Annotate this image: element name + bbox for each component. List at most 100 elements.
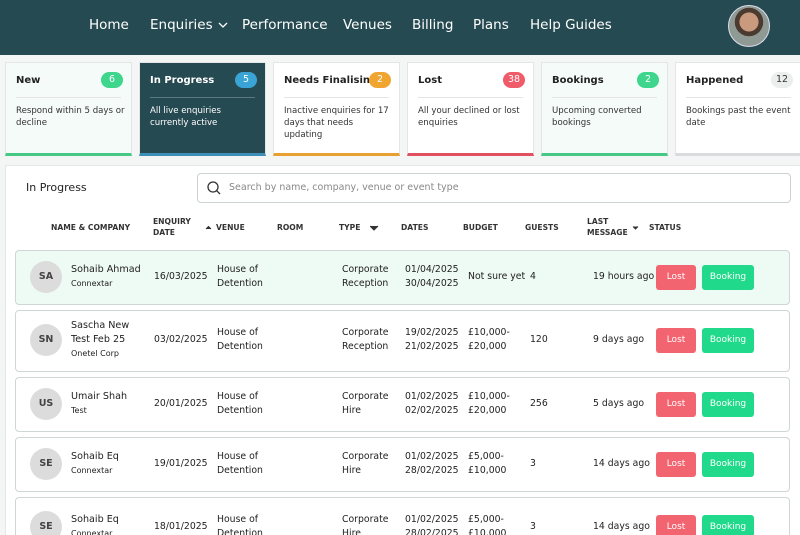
guests: 256 xyxy=(530,397,548,409)
tab-separator xyxy=(284,97,389,98)
venue: House of Detention xyxy=(217,514,263,535)
nav-item[interactable]: Plans xyxy=(473,17,509,33)
search-placeholder: Search by name, company, venue or event … xyxy=(229,182,459,193)
lost-button[interactable]: Lost xyxy=(656,391,696,417)
enquiry-date: 03/02/2025 xyxy=(154,334,208,345)
budget: £5,000- xyxy=(468,514,504,525)
tab-description: All live enquiries currently active xyxy=(150,106,221,128)
sort-icon[interactable] xyxy=(632,225,641,231)
tab-count: 38 xyxy=(503,72,525,88)
event-date: 28/02/2025 xyxy=(405,464,459,476)
booking-button[interactable]: Booking xyxy=(702,264,754,290)
venue: House of Detention xyxy=(217,450,263,476)
event-date: 21/02/2025 xyxy=(405,341,459,352)
tab-description: Upcoming converted bookings xyxy=(552,106,642,128)
tab-separator xyxy=(552,97,657,98)
tab-count: 6 xyxy=(101,72,123,88)
nav-item[interactable]: Venues xyxy=(343,17,392,33)
event-date: 19/02/2025 xyxy=(405,327,459,338)
column-header: TYPE xyxy=(339,223,361,232)
venue: House of Detention xyxy=(217,390,263,416)
lost-button[interactable]: Lost xyxy=(656,264,696,290)
nav-item[interactable]: Home xyxy=(89,17,129,33)
tab-description: Bookings past the event date xyxy=(686,106,791,128)
budget: £10,000- xyxy=(468,327,510,338)
budget: Not sure yet xyxy=(468,270,526,282)
contact-name: Umair Shah xyxy=(71,390,128,402)
column-header: DATES xyxy=(401,223,429,232)
last-message: 5 days ago xyxy=(593,397,645,409)
event-date: 02/02/2025 xyxy=(405,404,459,416)
name-company: Sohaib Eq Connextar xyxy=(71,513,151,535)
tab-count: 5 xyxy=(235,72,257,88)
top-nav xyxy=(0,0,800,55)
lost-button[interactable]: Lost xyxy=(656,328,696,353)
tab-description: All your declined or lost enquiries xyxy=(418,106,520,128)
search-box[interactable]: Search by name, company, venue or event … xyxy=(197,173,791,203)
company-name: Onetel Corp xyxy=(71,349,119,358)
venue: House of Detention xyxy=(217,327,263,352)
sort-icon[interactable] xyxy=(370,225,379,231)
avatar-initials: US xyxy=(30,387,62,420)
column-header: ENQUIRY DATE xyxy=(153,217,191,237)
event-type: Corporate Hire xyxy=(342,450,389,476)
name-company: Umair Shah Test xyxy=(71,390,151,418)
name-company: Sascha New Test Feb 25 Onetel Corp xyxy=(71,319,151,361)
sort-icon[interactable] xyxy=(205,225,214,231)
status-tab[interactable]: New 6 Respond within 5 days or decline xyxy=(5,62,132,156)
event-date: 01/04/2025 xyxy=(405,263,459,275)
tab-separator xyxy=(16,97,121,98)
avatar-initials: SE xyxy=(30,447,62,480)
guests: 3 xyxy=(530,457,536,469)
tab-separator xyxy=(150,97,255,98)
status-tab[interactable]: Happened 12 Bookings past the event date xyxy=(675,62,800,156)
lost-button[interactable]: Lost xyxy=(656,451,696,477)
table-row[interactable] xyxy=(15,437,790,492)
avatar-initials: SE xyxy=(30,511,62,535)
last-message: 9 days ago xyxy=(593,334,645,345)
event-date: 30/04/2025 xyxy=(405,277,459,289)
company-name: Test xyxy=(71,405,87,415)
contact-name: Sascha New Test Feb 25 xyxy=(71,320,130,345)
tab-description: Inactive enquiries for 17 days that need… xyxy=(284,106,389,140)
tab-title: In Progress xyxy=(150,75,215,86)
name-company: Sohaib Ahmad Connextar xyxy=(71,263,151,291)
guests: 4 xyxy=(530,270,536,282)
tab-count: 2 xyxy=(369,72,391,88)
booking-button[interactable]: Booking xyxy=(702,451,754,477)
tab-title: New xyxy=(16,75,41,86)
last-message: 19 hours ago xyxy=(593,270,655,282)
contact-name: Sohaib Eq xyxy=(71,514,119,525)
budget: £10,000 xyxy=(468,464,507,476)
status-tab[interactable]: Bookings 2 Upcoming converted bookings xyxy=(541,62,668,156)
tab-title: Bookings xyxy=(552,75,604,86)
budget: £5,000- xyxy=(468,450,504,462)
status-tab[interactable]: In Progress 5 All live enquiries currently… xyxy=(139,62,266,156)
user-avatar[interactable] xyxy=(728,5,770,47)
nav-item[interactable]: Help Guides xyxy=(530,17,612,33)
venue: House of Detention xyxy=(217,263,263,289)
tab-title: Lost xyxy=(418,75,442,86)
status-tab[interactable]: Lost 38 All your declined or lost enquirie… xyxy=(407,62,534,156)
lost-button[interactable]: Lost xyxy=(656,515,696,535)
event-date: 01/02/2025 xyxy=(405,450,459,462)
event-type: Corporate Hire xyxy=(342,514,389,535)
booking-button[interactable]: Booking xyxy=(702,515,754,535)
column-header: GUESTS xyxy=(525,223,559,232)
tab-separator xyxy=(418,97,523,98)
column-header: BUDGET xyxy=(463,223,498,232)
booking-button[interactable]: Booking xyxy=(702,391,754,417)
column-header: ROOM xyxy=(277,223,304,232)
event-date: 28/02/2025 xyxy=(405,528,459,535)
budget: £20,000 xyxy=(468,341,507,352)
nav-item[interactable]: Billing xyxy=(412,17,454,33)
contact-name: Sohaib Eq xyxy=(71,450,119,462)
chevron xyxy=(218,22,228,28)
search-icon xyxy=(207,181,221,195)
booking-button[interactable]: Booking xyxy=(702,328,754,353)
status-tab[interactable]: Needs Finalising 2 Inactive enquiries for … xyxy=(273,62,400,156)
nav-item[interactable]: Enquiries xyxy=(150,17,228,33)
nav-item[interactable]: Performance xyxy=(242,17,328,33)
tab-count: 12 xyxy=(771,72,793,88)
